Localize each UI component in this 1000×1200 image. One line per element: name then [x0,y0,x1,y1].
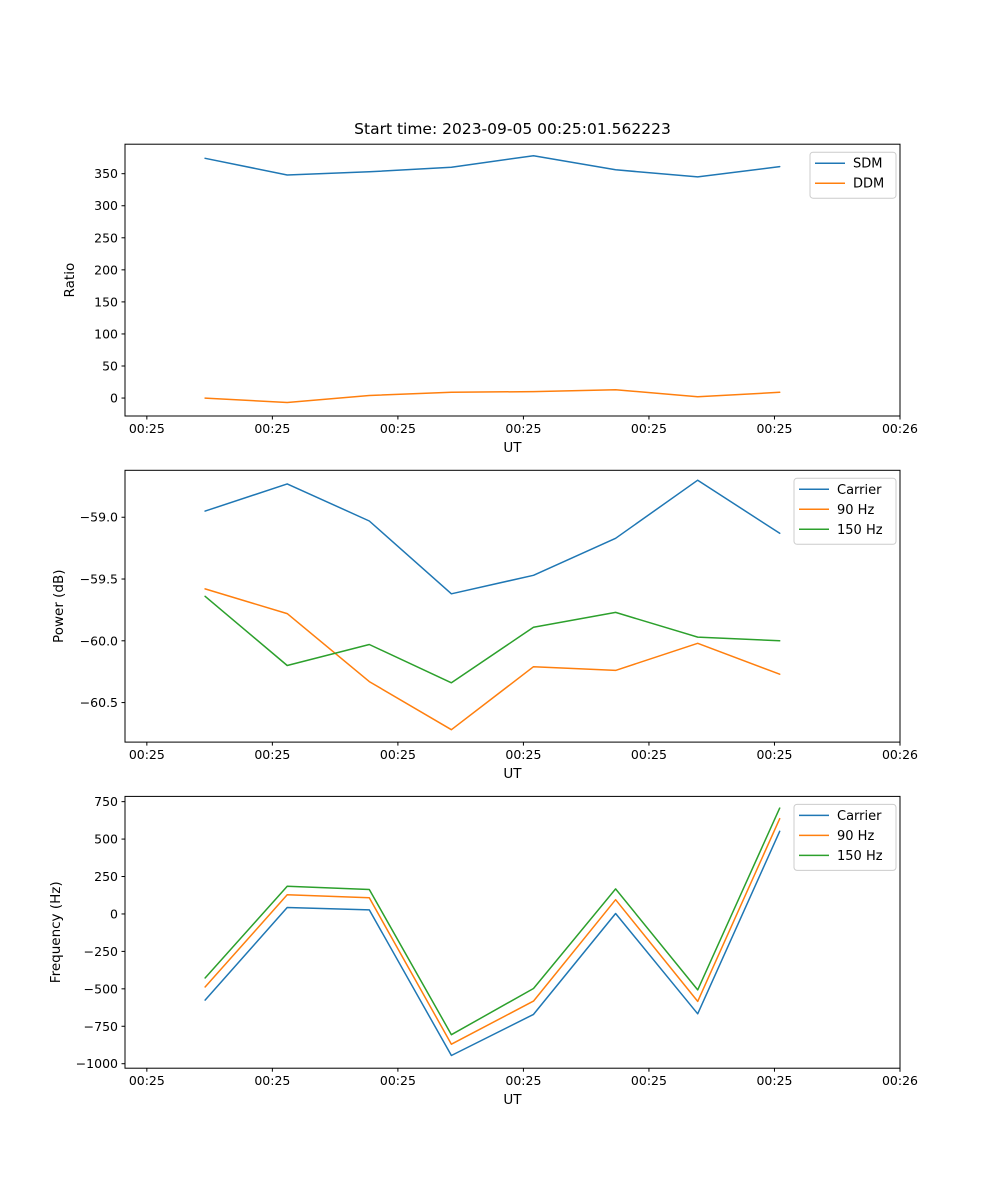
series-line-150-hz [204,595,781,684]
series-line-carrier [204,479,781,595]
axes-frame [124,143,901,417]
y-tick-label: 300 [94,198,118,213]
series-line-ddm [204,388,781,404]
x-tick-label: 00:25 [380,1073,416,1088]
x-tick-label: 00:26 [882,421,918,436]
axes-frame [124,795,901,1069]
series-line-90-hz [204,817,781,1045]
y-tick-label: 100 [94,326,118,341]
y-axis-label: Ratio [62,263,78,298]
y-axis-label: Frequency (Hz) [48,881,64,983]
y-tick-label: 250 [94,230,118,245]
y-tick-label: 350 [94,166,118,181]
x-axis-label: UT [503,766,522,782]
plot-3: 00:25 00:25 00:25 00:25 00:25 00:25 00:26 750 50… [48,794,918,1108]
x-tick-label: 00:25 [756,1073,792,1088]
x-tick-label: 00:25 [380,747,416,762]
x-axis-label: UT [503,1092,522,1108]
x-tick-label: 00:25 [254,1073,290,1088]
series-line-carrier [204,830,781,1057]
legend-box [793,803,897,871]
legend-label: 150 Hz [837,523,883,538]
legend: Carrier 90 Hz 150 Hz [793,803,897,871]
y-tick-label: −500 [84,981,118,996]
y-tick-label: 0 [110,906,118,921]
x-tick-label: 00:25 [129,421,165,436]
x-tick-label: 00:25 [756,747,792,762]
x-tick-label: 00:25 [254,421,290,436]
legend-box [793,477,897,545]
legend-label: Carrier [837,483,882,498]
legend-label: 90 Hz [837,503,874,518]
x-tick-label: 00:25 [129,1073,165,1088]
y-tick-label: −59.5 [80,572,118,587]
legend-label: 90 Hz [837,829,874,844]
x-tick-label: 00:25 [505,1073,541,1088]
y-tick-label: −750 [84,1019,118,1034]
series-line-150-hz [204,807,781,1036]
x-tick-label: 00:25 [756,421,792,436]
x-tick-label: 00:25 [505,421,541,436]
legend: Carrier 90 Hz 150 Hz [793,477,897,545]
series-line-90-hz [204,588,781,731]
y-tick-label: −60.5 [80,695,118,710]
legend-label: SDM [853,157,882,172]
y-tick-label: −60.0 [80,633,118,648]
legend-label: DDM [853,177,884,192]
y-tick-label: 200 [94,262,118,277]
plot-2: 00:25 00:25 00:25 00:25 00:25 00:25 00:26 −59.0… [51,469,918,782]
y-tick-label: 250 [94,869,118,884]
y-tick-label: 50 [102,358,118,373]
legend-label: Carrier [837,809,882,824]
series-line-sdm [204,154,781,178]
y-tick-label: −59.0 [80,510,118,525]
x-tick-label: 00:25 [254,747,290,762]
axes-frame [124,469,901,743]
y-tick-label: 500 [94,832,118,847]
x-tick-label: 00:25 [631,747,667,762]
y-tick-label: 0 [110,391,118,406]
legend: SDM DDM [809,151,897,199]
x-tick-label: 00:25 [631,421,667,436]
figure-title: Start time: 2023-09-05 00:25:01.562223 [354,120,671,138]
y-tick-label: 150 [94,294,118,309]
x-tick-label: 00:25 [631,1073,667,1088]
x-tick-label: 00:26 [882,1073,918,1088]
x-tick-label: 00:25 [380,421,416,436]
legend-label: 150 Hz [837,849,883,864]
y-tick-label: 750 [94,794,118,809]
y-axis-label: Power (dB) [51,569,67,642]
x-tick-label: 00:25 [505,747,541,762]
x-tick-label: 00:25 [129,747,165,762]
y-tick-label: −1000 [76,1056,118,1071]
y-tick-label: −250 [84,944,118,959]
x-axis-label: UT [503,440,522,456]
plot-1: 00:25 00:25 00:25 00:25 00:25 00:25 00:26 0 50 10… [62,143,918,456]
x-tick-label: 00:26 [882,747,918,762]
